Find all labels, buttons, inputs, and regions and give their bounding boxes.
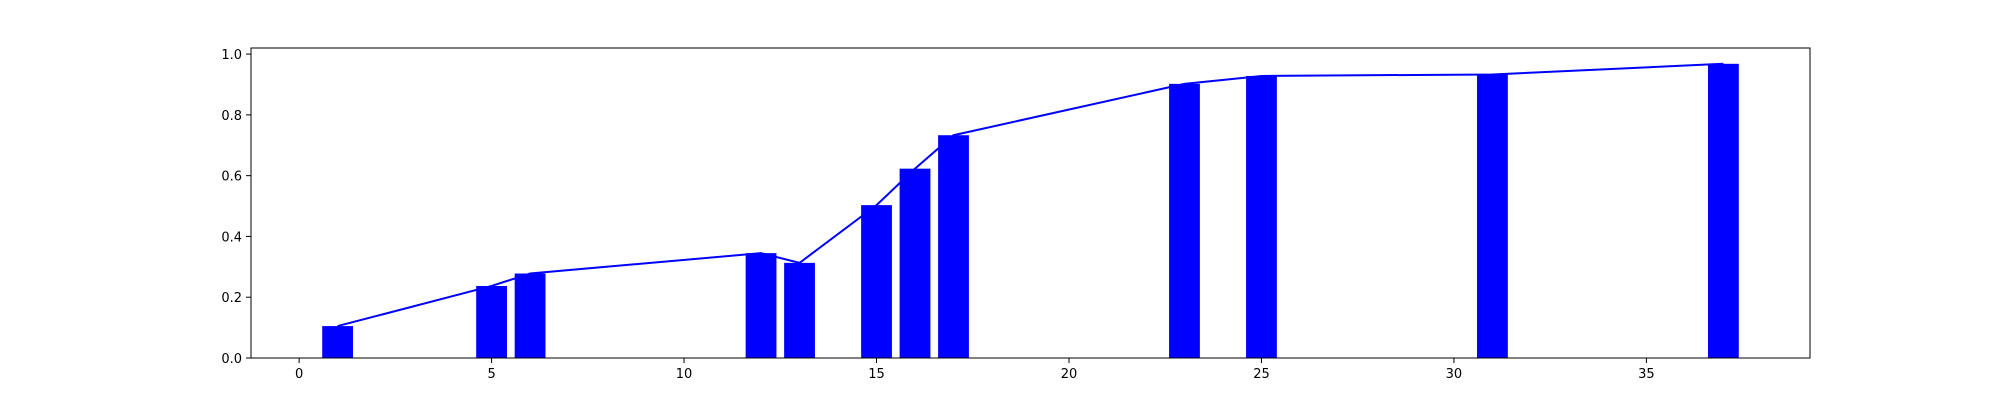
bar [514, 273, 546, 358]
bar [1477, 74, 1508, 359]
bar [899, 168, 931, 358]
bar [938, 135, 969, 358]
y-tick-label: 0.2 [221, 291, 242, 306]
bar [1707, 63, 1739, 358]
x-tick-label: 15 [868, 367, 885, 382]
bar [1246, 75, 1277, 358]
y-tick-label: 0.4 [221, 230, 242, 245]
series-line [337, 62, 1724, 328]
y-tick-label: 0.8 [221, 109, 242, 124]
bar [861, 205, 892, 358]
bar [476, 285, 507, 358]
y-tick-label: 0.6 [221, 170, 242, 185]
x-tick-label: 35 [1638, 367, 1655, 382]
x-tick-label: 0 [295, 367, 303, 382]
x-tick-label: 30 [1446, 367, 1463, 382]
x-tick-label: 10 [676, 367, 693, 382]
y-tick-label: 0.0 [221, 352, 242, 367]
bar [322, 326, 354, 358]
bar [784, 262, 815, 358]
bar [745, 253, 777, 358]
x-axis: 0 5 10 15 20 25 30 35 [295, 358, 1655, 382]
bar [1169, 83, 1200, 359]
plot-frame [250, 47, 1811, 359]
bars-layer [322, 63, 1739, 359]
y-tick-label: 1.0 [221, 48, 242, 63]
x-tick-label: 25 [1253, 367, 1270, 382]
x-tick-label: 20 [1061, 367, 1078, 382]
x-tick-label: 5 [487, 367, 495, 382]
y-axis: 0.0 0.2 0.4 0.6 0.8 1.0 [221, 48, 251, 367]
